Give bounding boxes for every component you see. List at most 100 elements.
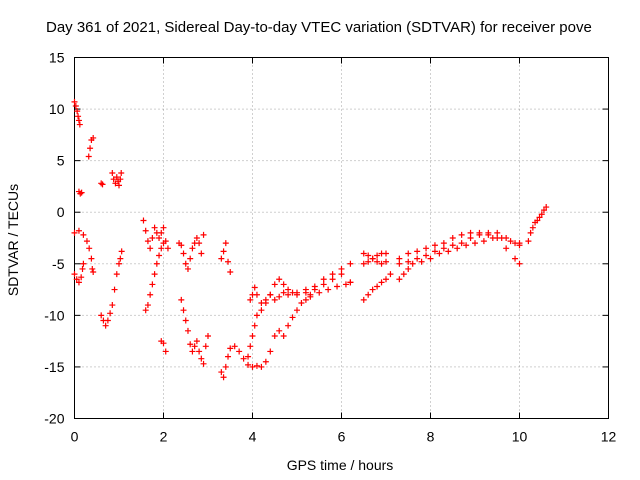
data-point [90,269,97,276]
series-arc-18 [307,279,354,298]
series-arc-15 [218,293,314,381]
data-point [436,250,443,257]
series-arc-7 [71,227,97,276]
data-point [267,348,274,355]
data-point [431,248,438,255]
series-arc-21 [360,255,389,267]
data-point [472,240,478,247]
data-point [142,307,149,314]
data-point [205,332,211,339]
data-point [144,302,151,309]
series-arc-3 [85,134,97,160]
data-point [294,307,300,314]
data-point [316,289,323,296]
data-point [369,255,376,262]
data-point [512,255,519,262]
data-point [191,343,198,350]
data-point [253,362,260,369]
series-arc-24 [396,229,523,267]
data-point [156,235,163,241]
data-point [329,276,336,283]
data-point [427,255,434,262]
data-point [225,353,232,360]
data-point [147,291,154,298]
data-point [182,260,189,267]
data-point [262,358,269,365]
series-arc-5 [109,170,125,189]
data-point [202,343,209,350]
y-tick-label: 15 [49,50,65,66]
data-point [383,250,389,257]
data-point [158,245,165,252]
x-tick-label: 4 [249,429,257,445]
data-point [325,286,332,293]
series-arc-25 [525,204,550,245]
data-point [516,242,523,249]
data-point [151,271,158,278]
grid [74,57,609,419]
data-point [75,117,82,124]
data-point [151,224,158,231]
data-point [160,240,167,247]
x-tick-label: 0 [71,429,79,445]
data-point [80,231,87,238]
data-point [79,265,86,272]
data-point [445,248,452,255]
y-tick-label: 10 [49,101,65,117]
data-point [540,207,547,214]
data-point [365,252,372,259]
data-point [365,291,372,298]
series-arc-20 [360,250,389,262]
data-point [75,113,82,120]
data-point [98,180,105,187]
data-point [77,190,84,197]
data-point [142,227,149,234]
x-tick-label: 8 [427,429,435,445]
data-point [247,296,254,303]
data-point [200,231,207,238]
data-point [276,327,283,334]
data-point [307,291,314,298]
data-point [162,348,169,355]
data-point [302,296,309,303]
data-point [187,255,194,262]
data-point [258,363,265,370]
series-arc-12 [176,231,207,272]
data-point [458,240,465,247]
data-point [338,271,345,278]
x-tick-label: 6 [338,429,346,445]
series-arc-9 [140,217,171,252]
data-point [153,260,160,267]
series-arc-14 [218,240,234,276]
data-point [503,245,510,252]
data-point [285,322,292,329]
data-point [512,240,519,247]
data-point [189,348,196,355]
data-point [118,170,125,177]
data-point [110,176,117,183]
data-point [220,248,227,255]
data-point [196,348,203,355]
series-arc-2 [75,188,85,197]
data-point [193,235,200,241]
data-point [280,332,287,339]
data-point [536,214,543,221]
data-point [251,322,258,329]
data-point [423,252,430,259]
data-point [160,224,167,231]
series-arc-11 [158,338,169,355]
data-point [83,238,90,245]
data-point [72,102,79,109]
data-point [88,255,95,262]
data-point [245,353,252,360]
data-point [178,296,185,303]
data-point [109,170,116,177]
data-point [236,348,243,355]
data-point [360,250,367,257]
data-point [109,302,116,309]
y-tick-label: 5 [57,153,65,169]
data-point [360,260,367,267]
data-point [149,281,156,288]
data-point [271,332,278,339]
data-point [249,332,256,339]
